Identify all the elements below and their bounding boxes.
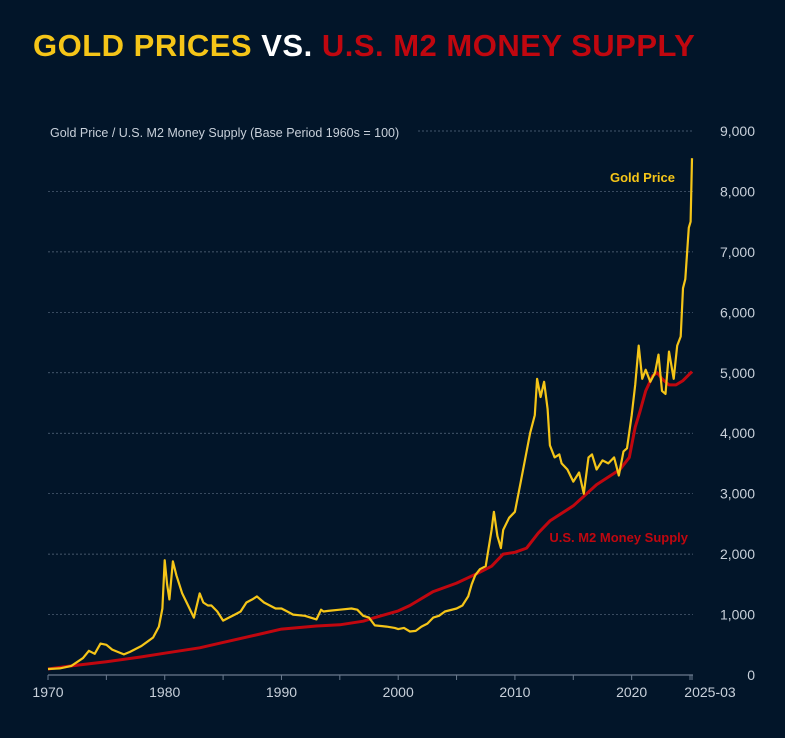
title-vs: VS.: [261, 28, 313, 63]
y-axis: 0 1,000 2,000 3,000 4,000 5,000 6,000 7,000 8,00…: [720, 123, 755, 683]
x-tick-label: 2000: [383, 684, 414, 700]
series-lines: [47, 158, 694, 671]
y-tick-label: 7,000: [720, 244, 755, 260]
y-tick-label: 8,000: [720, 183, 755, 199]
y-tick-label: 0: [747, 667, 755, 683]
m2-money-supply-line: [47, 370, 694, 671]
x-tick-label: 2020: [616, 684, 647, 700]
title-m2: U.S. M2 MONEY SUPPLY: [321, 28, 696, 63]
x-tick-label: 1970: [32, 684, 63, 700]
y-tick-label: 4,000: [720, 425, 755, 441]
chart-title: GOLD PRICES VS. U.S. M2 MONEY SUPPLY: [33, 28, 695, 64]
y-tick-label: 1,000: [720, 607, 755, 623]
x-tick-label: 2010: [499, 684, 530, 700]
y-tick-label: 2,000: [720, 546, 755, 562]
x-tick-label: 2025-03: [684, 684, 736, 700]
x-tick-label: 1980: [149, 684, 180, 700]
gold-price-line: [47, 158, 694, 671]
y-axis-label: Gold Price / U.S. M2 Money Supply (Base …: [50, 126, 399, 140]
x-tick-label: 1990: [266, 684, 297, 700]
x-axis: 1970 1980 1990 2000 2010 2020 2025-03: [32, 674, 736, 700]
gold-price-label: Gold Price: [610, 170, 675, 185]
y-tick-label: 3,000: [720, 486, 755, 502]
m2-label: U.S. M2 Money Supply: [549, 530, 688, 545]
title-gold: GOLD PRICES: [33, 28, 253, 63]
y-tick-label: 5,000: [720, 365, 755, 381]
y-tick-label: 6,000: [720, 304, 755, 320]
y-tick-label: 9,000: [720, 123, 755, 139]
